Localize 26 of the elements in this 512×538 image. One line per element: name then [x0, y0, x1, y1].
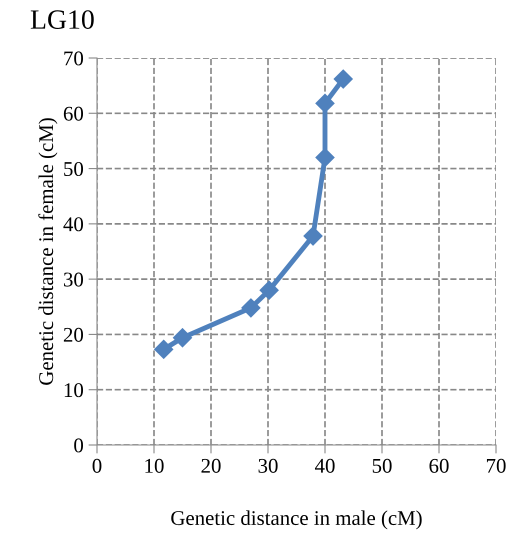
y-tick-label: 40 — [63, 217, 84, 232]
point — [154, 340, 174, 359]
y-tick-label: 0 — [74, 438, 84, 452]
y-axis-title: Genetic distance in female (cM) — [38, 118, 58, 385]
point — [241, 298, 260, 318]
point — [315, 94, 335, 113]
y-tick-label: 50 — [64, 162, 84, 176]
y-tick-label: 70 — [64, 51, 84, 66]
point — [260, 280, 279, 300]
x-tick-label: 30 — [258, 458, 278, 473]
x-tick-label: 70 — [486, 458, 506, 473]
x-tick-label: 10 — [145, 458, 164, 473]
x-tick-label: 20 — [202, 458, 221, 473]
chart-title: LG10 — [30, 10, 94, 29]
y-tick-label: 60 — [64, 106, 84, 121]
x-tick-label: 0 — [92, 458, 102, 473]
point — [303, 226, 323, 246]
x-axis-title: Genetic distance in male (cM) — [171, 510, 422, 530]
x-tick-label: 40 — [314, 458, 335, 473]
y-tick-label: 10 — [64, 383, 84, 398]
point — [334, 69, 353, 89]
point — [172, 328, 192, 348]
y-tick-label: 20 — [64, 328, 84, 342]
y-tick-label: 30 — [64, 272, 84, 287]
x-tick-label: 50 — [372, 458, 392, 473]
x-tick-label: 60 — [429, 458, 449, 473]
